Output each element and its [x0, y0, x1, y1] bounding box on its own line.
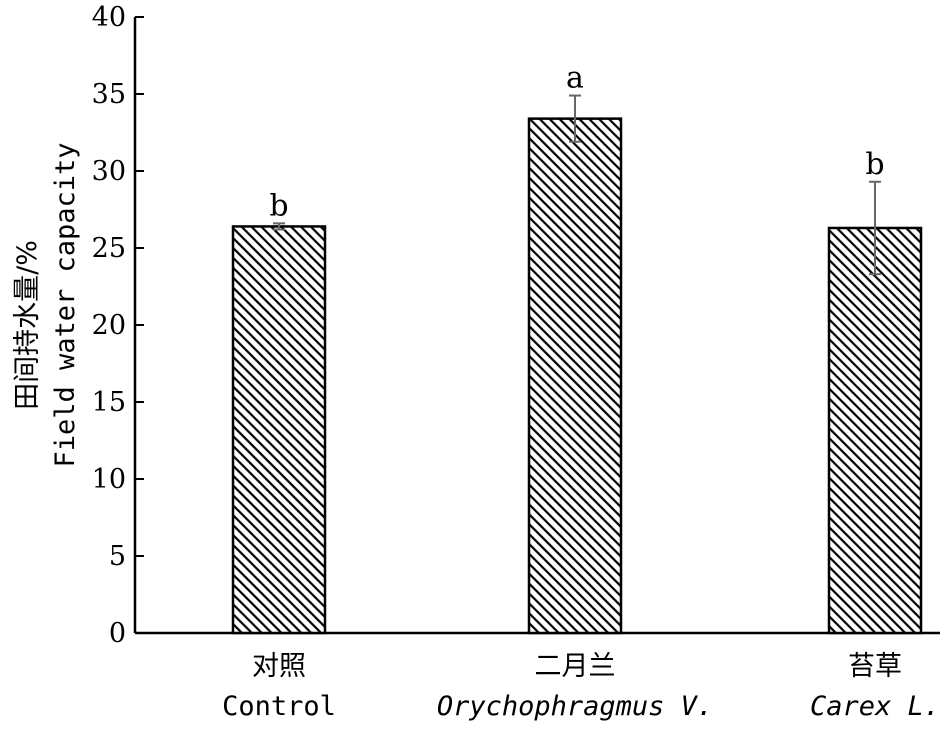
y-tick-label: 15	[92, 387, 126, 418]
x-tick-label-cn: 二月兰	[535, 651, 616, 682]
x-tick-label-en: Control	[222, 691, 336, 722]
y-tick-label: 0	[109, 618, 126, 649]
bar	[527, 117, 623, 635]
significance-label: b	[269, 188, 288, 223]
y-tick-label: 25	[92, 233, 126, 264]
y-axis-title-cn: 田间持水量/%	[12, 240, 43, 410]
y-axis-title-en: Field water capacity	[50, 142, 81, 467]
x-tick-label-en: Orychophragmus V.	[437, 691, 713, 722]
y-tick-label: 40	[92, 2, 126, 33]
x-tick-label-en: Carex L.	[810, 691, 940, 722]
y-tick-label: 30	[92, 156, 126, 187]
y-tick-label: 5	[109, 541, 126, 572]
bar	[827, 226, 923, 635]
y-axis-title: 田间持水量/% Field water capacity	[12, 142, 81, 467]
y-tick-label: 35	[92, 79, 126, 110]
x-axis-labels: 对照 Control 二月兰 Orychophragmus V. 苔草 Carex L.	[222, 651, 940, 722]
y-tick-label: 20	[92, 310, 126, 341]
y-axis: 0 5 10 15 20 25 30 35 40	[92, 2, 940, 649]
bars: b a b	[231, 61, 923, 635]
significance-label: b	[865, 147, 884, 182]
x-tick-label-cn: 苔草	[848, 651, 902, 682]
bar	[231, 225, 327, 635]
significance-label: a	[566, 61, 584, 96]
y-tick-label: 10	[92, 464, 126, 495]
x-tick-label-cn: 对照	[252, 651, 306, 682]
